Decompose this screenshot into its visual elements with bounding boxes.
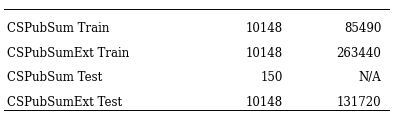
Text: 10148: 10148 [246, 46, 283, 59]
Text: 10148: 10148 [246, 22, 283, 35]
Text: 131720: 131720 [336, 95, 381, 108]
Text: CSPubSum Train: CSPubSum Train [7, 22, 109, 35]
Text: N/A: N/A [358, 71, 381, 83]
Text: CSPubSumExt Test: CSPubSumExt Test [7, 95, 122, 108]
Text: 10148: 10148 [246, 95, 283, 108]
Text: CSPubSum Test: CSPubSum Test [7, 71, 102, 83]
Text: 150: 150 [261, 71, 283, 83]
Text: CSPubSumExt Train: CSPubSumExt Train [7, 46, 129, 59]
Text: 263440: 263440 [336, 46, 381, 59]
Text: 85490: 85490 [344, 22, 381, 35]
